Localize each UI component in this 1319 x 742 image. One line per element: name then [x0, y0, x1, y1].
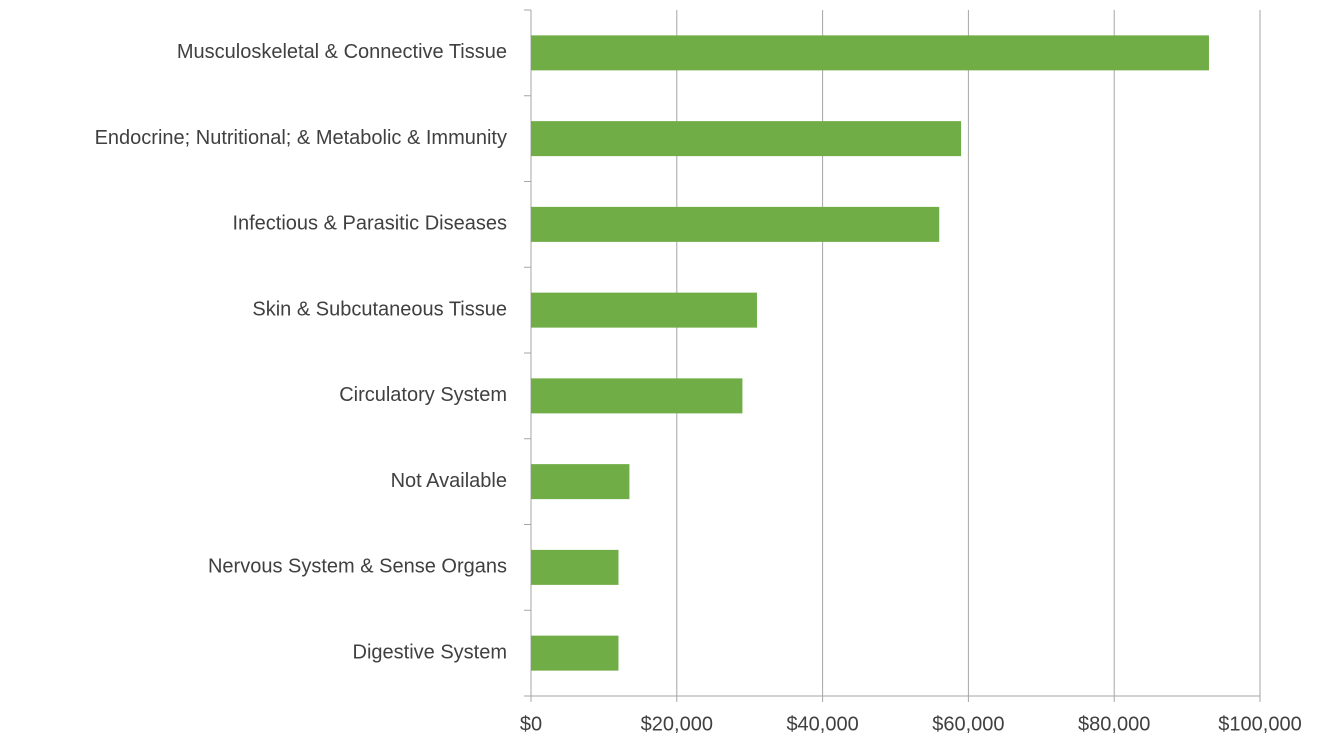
- x-tick-label: $60,000: [932, 713, 1004, 735]
- x-tick-label: $80,000: [1078, 713, 1150, 735]
- bar: [531, 635, 619, 671]
- bar: [531, 292, 757, 328]
- y-tick-label: Skin & Subcutaneous Tissue: [252, 298, 507, 320]
- y-tick-label: Digestive System: [353, 641, 508, 663]
- y-tick-label: Nervous System & Sense Organs: [208, 556, 507, 578]
- bar: [531, 121, 962, 157]
- bar: [531, 549, 619, 585]
- y-tick-label: Not Available: [391, 470, 507, 492]
- y-tick-label: Circulatory System: [339, 384, 507, 406]
- y-tick-label: Endocrine; Nutritional; & Metabolic & Im…: [95, 127, 507, 149]
- x-tick-label: $40,000: [786, 713, 858, 735]
- bar: [531, 206, 940, 242]
- bar: [531, 35, 1209, 71]
- y-tick-label: Musculoskeletal & Connective Tissue: [177, 41, 507, 63]
- x-tick-label: $100,000: [1218, 713, 1301, 735]
- x-tick-label: $20,000: [641, 713, 713, 735]
- bar: [531, 378, 743, 414]
- bar: [531, 464, 630, 500]
- x-tick-label: $0: [520, 713, 542, 735]
- y-tick-label: Infectious & Parasitic Diseases: [232, 213, 507, 235]
